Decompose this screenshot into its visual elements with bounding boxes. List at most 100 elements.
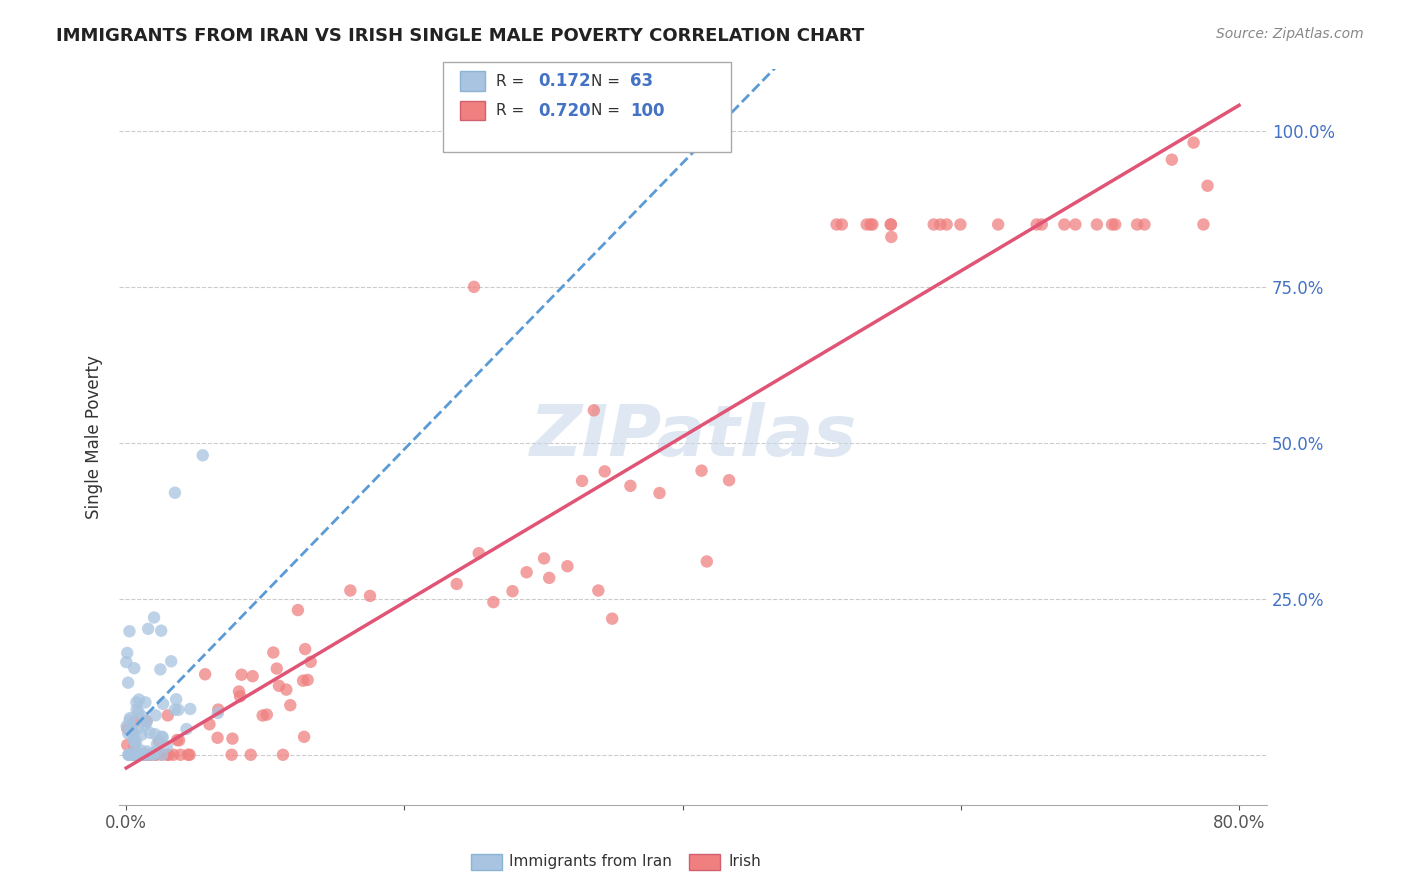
Point — [127, 722, 149, 736]
Point — [122, 747, 145, 762]
Point — [131, 728, 153, 742]
Point — [136, 622, 159, 636]
Point — [120, 747, 142, 762]
Point — [1025, 218, 1047, 232]
Point — [128, 692, 150, 706]
Point — [446, 577, 468, 591]
Point — [117, 675, 139, 690]
Point — [166, 733, 188, 747]
Point — [120, 747, 142, 762]
Point — [198, 717, 221, 731]
Point — [194, 667, 217, 681]
Point — [571, 474, 593, 488]
Point — [339, 583, 361, 598]
Point — [118, 624, 141, 639]
Point — [949, 218, 972, 232]
Point — [482, 595, 505, 609]
Point — [1133, 218, 1156, 232]
Point — [179, 747, 201, 762]
Point — [859, 218, 882, 232]
Point — [1182, 136, 1205, 150]
Point — [191, 448, 214, 462]
Y-axis label: Single Male Poverty: Single Male Poverty — [86, 355, 103, 518]
Point — [165, 692, 187, 706]
Point — [1085, 218, 1108, 232]
Text: Immigrants from Iran: Immigrants from Iran — [509, 855, 672, 869]
Point — [463, 280, 485, 294]
Point — [221, 747, 243, 762]
Point — [125, 702, 148, 716]
Point — [297, 673, 319, 687]
Point — [359, 589, 381, 603]
Point — [271, 747, 294, 762]
Point — [122, 733, 145, 747]
Point — [696, 554, 718, 568]
Point — [124, 714, 146, 729]
Point — [121, 747, 143, 762]
Point — [276, 682, 298, 697]
Point — [855, 218, 877, 232]
Point — [294, 642, 316, 657]
Point — [516, 566, 538, 580]
Point — [262, 646, 284, 660]
Point — [128, 747, 150, 762]
Point — [122, 661, 145, 675]
Point — [1053, 218, 1076, 232]
Point — [132, 747, 155, 762]
Point — [145, 708, 167, 723]
Point — [266, 662, 288, 676]
Point — [600, 612, 623, 626]
Point — [141, 747, 163, 762]
Point — [880, 230, 903, 244]
Point — [124, 738, 146, 752]
Point — [619, 479, 641, 493]
Point — [131, 709, 153, 723]
Point — [156, 747, 179, 762]
Point — [593, 464, 616, 478]
Point — [121, 721, 143, 735]
Point — [987, 218, 1010, 232]
Point — [145, 747, 167, 762]
Point — [177, 747, 200, 762]
Point — [145, 744, 167, 758]
Point — [1031, 218, 1053, 232]
Point — [138, 747, 160, 762]
Point — [538, 571, 561, 585]
Point — [115, 646, 138, 660]
Point — [176, 722, 198, 736]
Point — [134, 747, 156, 762]
Point — [252, 708, 274, 723]
Point — [690, 464, 713, 478]
Point — [150, 624, 173, 638]
Point — [929, 218, 952, 232]
Point — [221, 731, 243, 746]
Point — [156, 708, 179, 723]
Point — [134, 695, 156, 709]
Text: 0.172: 0.172 — [538, 72, 591, 90]
Point — [167, 733, 190, 747]
Point — [228, 684, 250, 698]
Point — [132, 747, 155, 762]
Point — [502, 584, 524, 599]
Point — [648, 486, 671, 500]
Point — [117, 722, 139, 736]
Point — [292, 673, 315, 688]
Point — [115, 719, 138, 733]
Point — [117, 747, 139, 762]
Point — [136, 744, 159, 758]
Point — [143, 610, 166, 624]
Point — [207, 731, 229, 745]
Point — [922, 218, 945, 232]
Point — [231, 667, 253, 681]
Point — [118, 714, 141, 728]
Point — [588, 583, 610, 598]
Point — [229, 690, 252, 704]
Point — [468, 546, 491, 560]
Point — [157, 747, 180, 762]
Point — [162, 747, 184, 762]
Text: N =: N = — [591, 74, 620, 88]
Point — [127, 705, 149, 719]
Point — [1101, 218, 1123, 232]
Point — [557, 559, 579, 574]
Point — [299, 655, 322, 669]
